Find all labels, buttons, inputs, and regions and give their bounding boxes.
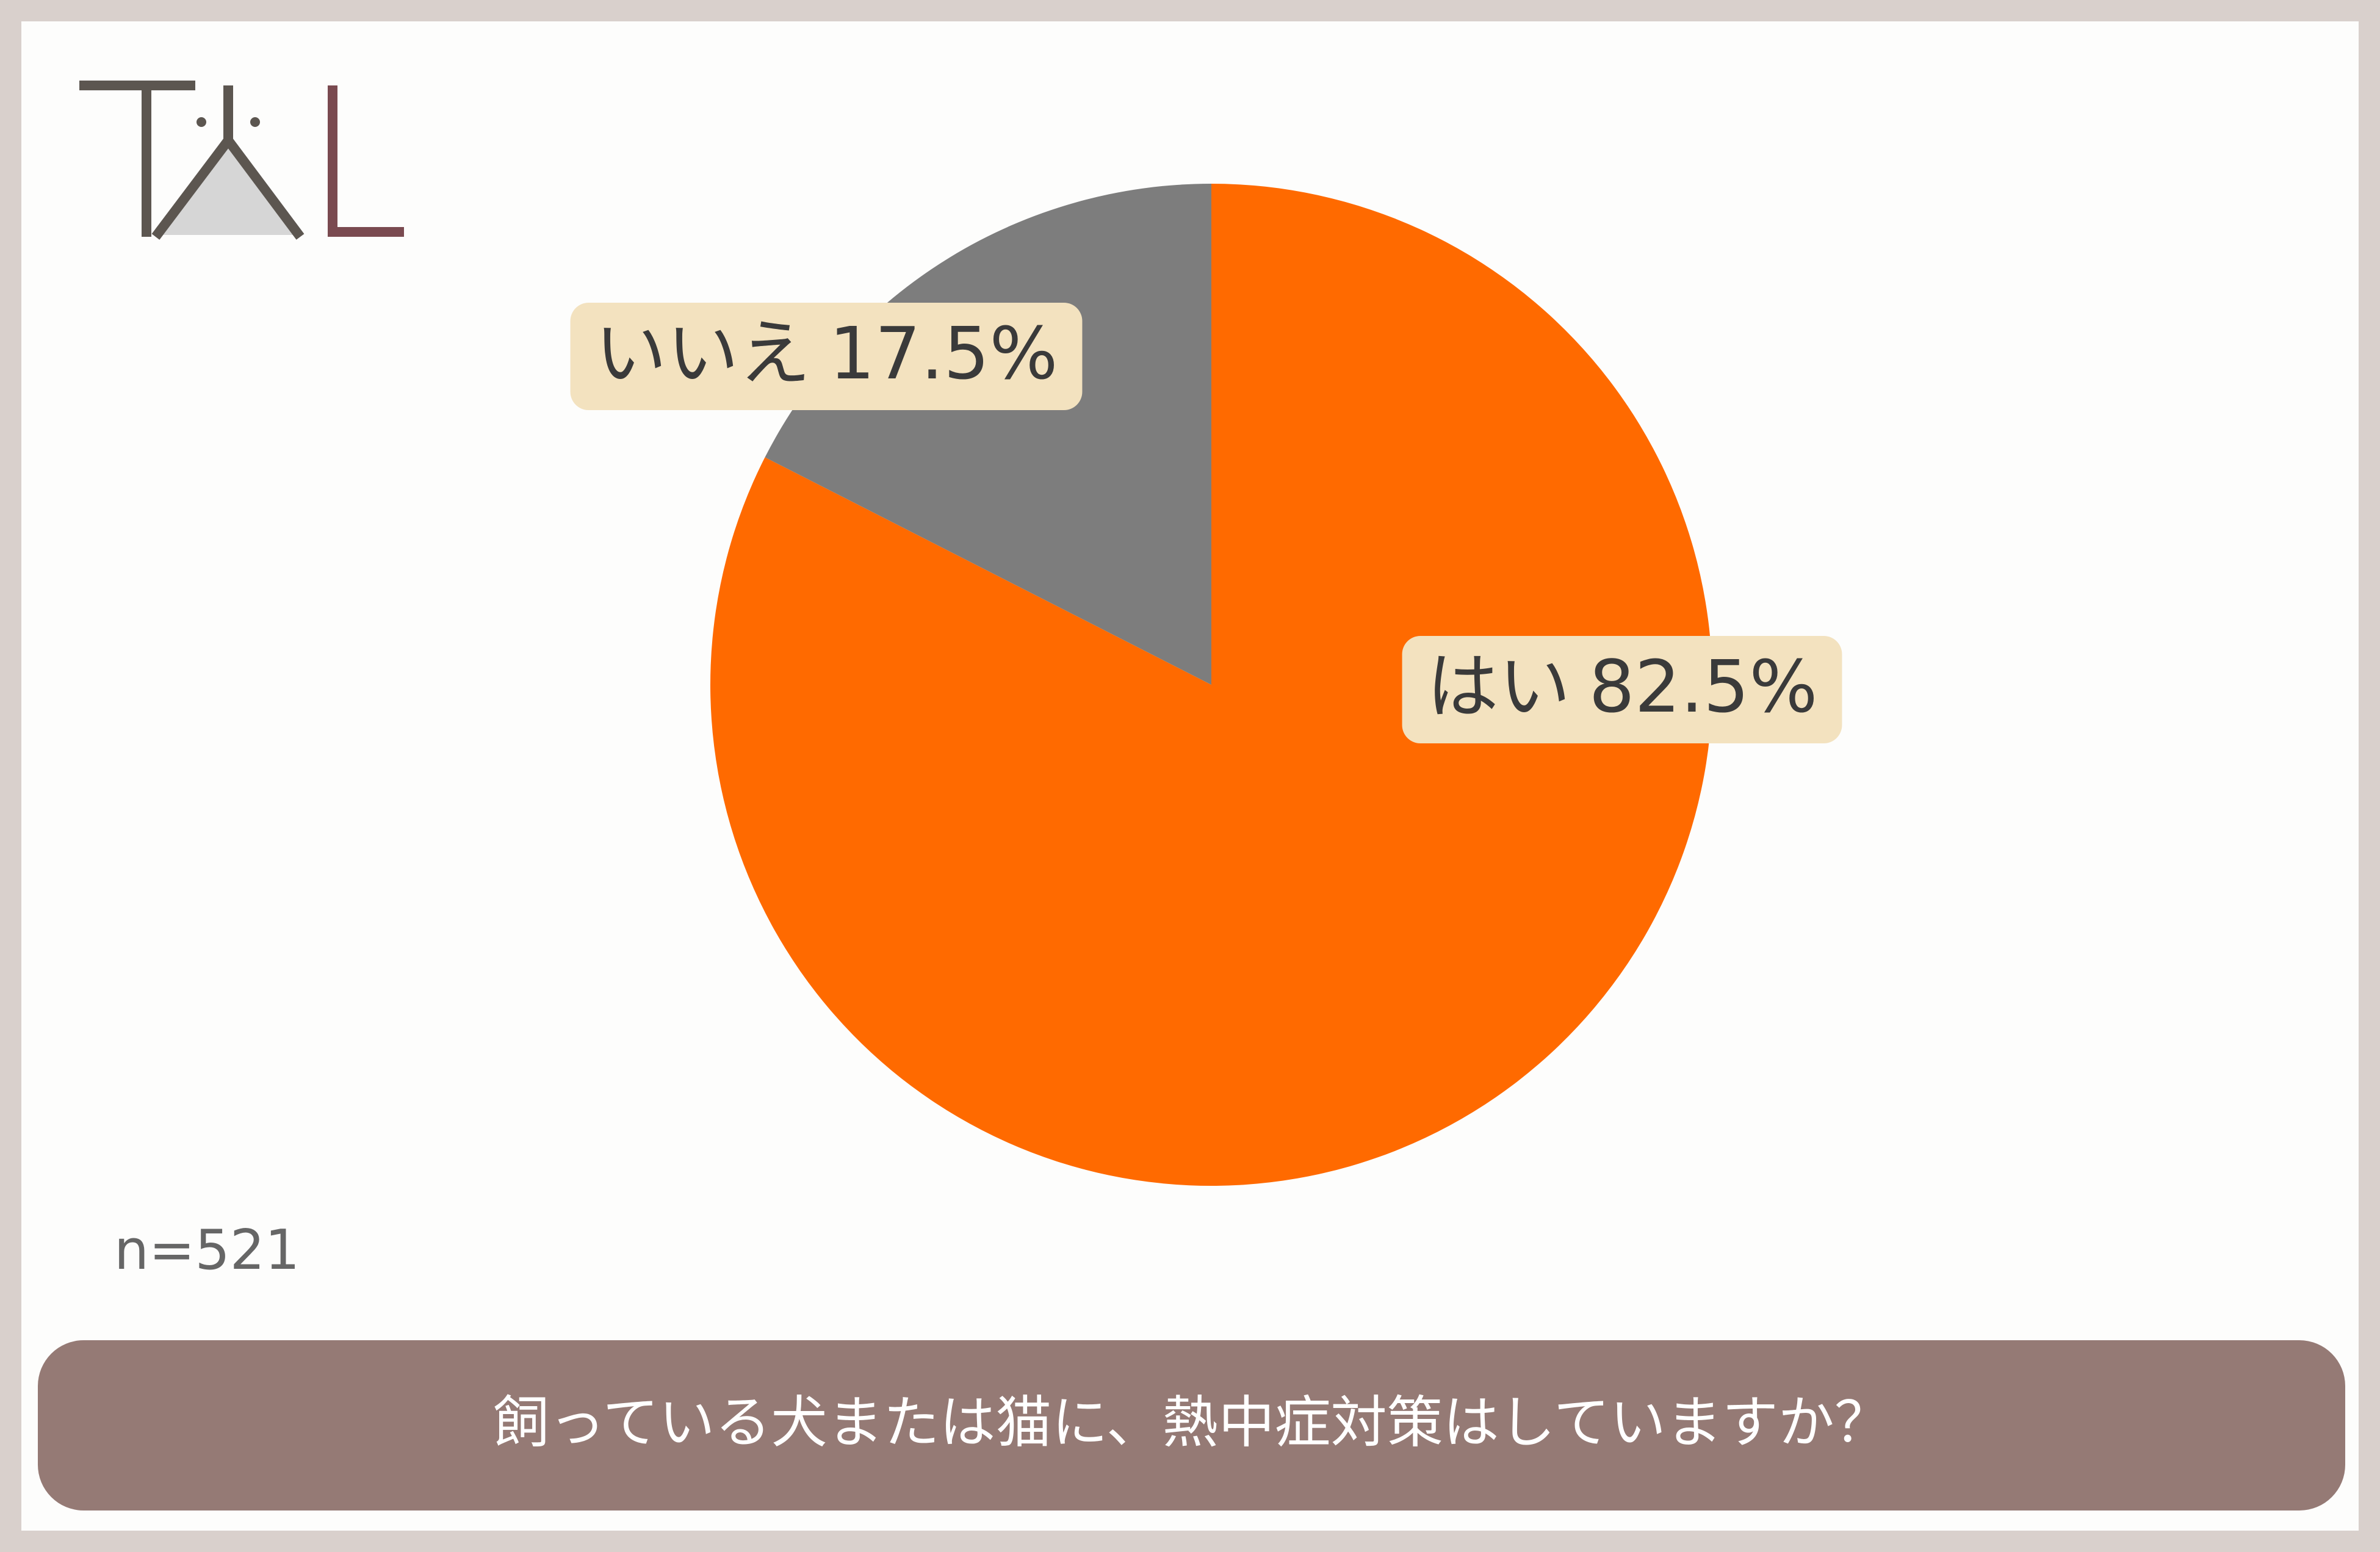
label-category: はい bbox=[1427, 644, 1571, 729]
label-value: 82.5% bbox=[1589, 644, 1818, 729]
label-category: いいえ bbox=[595, 311, 811, 395]
label-box bbox=[1402, 636, 1842, 743]
chart-title: 飼っている犬または猫に、熱中症対策はしていますか？ bbox=[493, 1390, 1891, 1455]
logo-a-left bbox=[151, 137, 233, 240]
logo-dot bbox=[197, 117, 206, 127]
title-bar bbox=[38, 1340, 2345, 1510]
sample-size-note: n=521 bbox=[114, 1218, 300, 1282]
logo-a-right bbox=[224, 137, 305, 240]
label-box bbox=[570, 303, 1083, 410]
slice-label: はい 82.5% bbox=[1427, 644, 1818, 729]
logo bbox=[79, 81, 404, 240]
logo-dot bbox=[250, 117, 260, 127]
label-value: 17.5% bbox=[829, 311, 1058, 395]
pie-slice bbox=[765, 183, 1211, 685]
logo-a-fill bbox=[156, 140, 300, 235]
pie-slice bbox=[710, 184, 1712, 1186]
slice-label: いいえ 17.5% bbox=[595, 311, 1058, 395]
